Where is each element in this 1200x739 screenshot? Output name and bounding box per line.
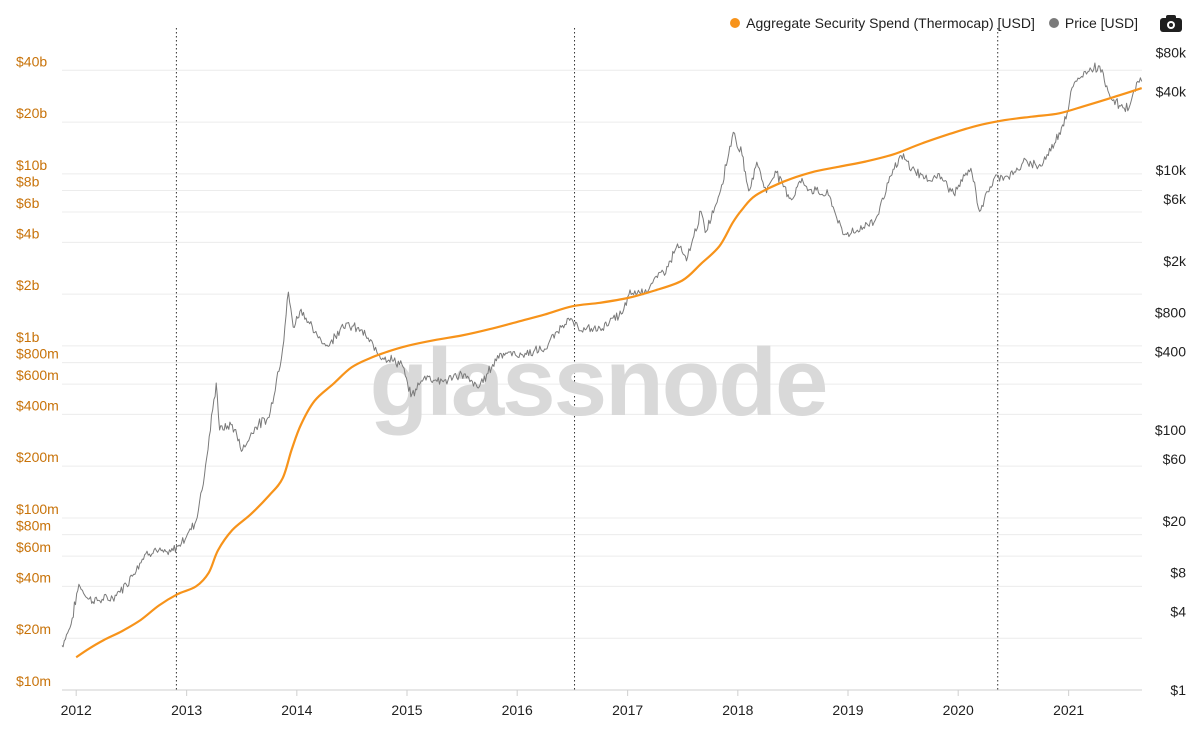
left-tick-label-13: $6b	[16, 195, 40, 211]
left-tick-label-15: $10b	[16, 157, 47, 173]
camera-icon[interactable]	[1160, 14, 1182, 32]
left-tick-label-14: $8b	[16, 174, 40, 190]
right-tick-label-4: $60	[1163, 451, 1187, 467]
left-tick-label-16: $20b	[16, 105, 47, 121]
left-tick-label-3: $60m	[16, 539, 51, 555]
left-tick-label-12: $4b	[16, 225, 40, 241]
legend-swatch-price	[1048, 18, 1059, 28]
right-tick-label-3: $20	[1163, 513, 1187, 529]
left-tick-label-8: $600m	[16, 367, 59, 383]
legend-item-thermocap[interactable]: Aggregate Security Spend (Thermocap) [US…	[730, 15, 1035, 31]
right-tick-label-10: $10k	[1156, 162, 1187, 178]
left-tick-label-9: $800m	[16, 346, 59, 362]
right-tick-label-12: $80k	[1156, 45, 1187, 61]
right-tick-label-2: $8	[1170, 565, 1186, 581]
x-tick-label-6: 2018	[722, 702, 753, 718]
x-tick-label-7: 2019	[832, 702, 863, 718]
left-tick-label-6: $200m	[16, 449, 59, 465]
x-tick-label-3: 2015	[391, 702, 422, 718]
right-tick-label-8: $2k	[1163, 253, 1187, 269]
left-tick-label-2: $40m	[16, 569, 51, 585]
x-tick-label-5: 2017	[612, 702, 643, 718]
x-tick-label-1: 2013	[171, 702, 202, 718]
left-tick-label-10: $1b	[16, 329, 40, 345]
left-tick-label-11: $2b	[16, 277, 40, 293]
left-axis: $10m $20m $40m $60m $80m$100m $200m $400m $600m…	[16, 53, 59, 689]
series-line-thermocap	[75, 87, 1143, 659]
x-tick-label-2: 2014	[281, 702, 312, 718]
x-axis: 2012 2013 2014 2015 2016 2017 2018 2019 2020 2021	[61, 689, 1142, 718]
right-tick-label-11: $40k	[1156, 84, 1187, 100]
right-tick-label-9: $6k	[1163, 191, 1187, 207]
left-tick-label-1: $20m	[16, 621, 51, 637]
x-tick-label-8: 2020	[943, 702, 974, 718]
legend-label-thermocap: Aggregate Security Spend (Thermocap) [US…	[746, 15, 1035, 31]
right-tick-label-5: $100	[1155, 422, 1186, 438]
left-tick-label-0: $10m	[16, 673, 51, 689]
series-layer	[61, 62, 1143, 659]
series-line-price	[61, 62, 1143, 648]
right-tick-label-6: $400	[1155, 344, 1186, 360]
left-tick-label-4: $80m	[16, 518, 51, 534]
legend-item-price[interactable]: Price [USD]	[1048, 15, 1138, 31]
right-tick-label-7: $800	[1155, 305, 1186, 321]
left-tick-label-7: $400m	[16, 397, 59, 413]
watermark: glassnode	[370, 329, 827, 436]
right-tick-label-0: $1	[1170, 682, 1186, 698]
legend-swatch-thermocap	[730, 18, 741, 28]
legend-label-price: Price [USD]	[1064, 15, 1138, 31]
x-tick-label-9: 2021	[1053, 702, 1084, 718]
right-tick-label-1: $4	[1170, 604, 1186, 620]
right-axis: $1 $4 $8 $20 $60 $100 $400 $800 $2k $6k $10k $40k $8…	[1155, 45, 1187, 698]
left-tick-label-17: $40b	[16, 53, 47, 69]
x-tick-label-0: 2012	[61, 702, 92, 718]
legend: Aggregate Security Spend (Thermocap) [US…	[730, 14, 1182, 32]
x-tick-label-4: 2016	[502, 702, 533, 718]
left-tick-label-5: $100m	[16, 501, 59, 517]
grid-lines	[62, 69, 1142, 691]
